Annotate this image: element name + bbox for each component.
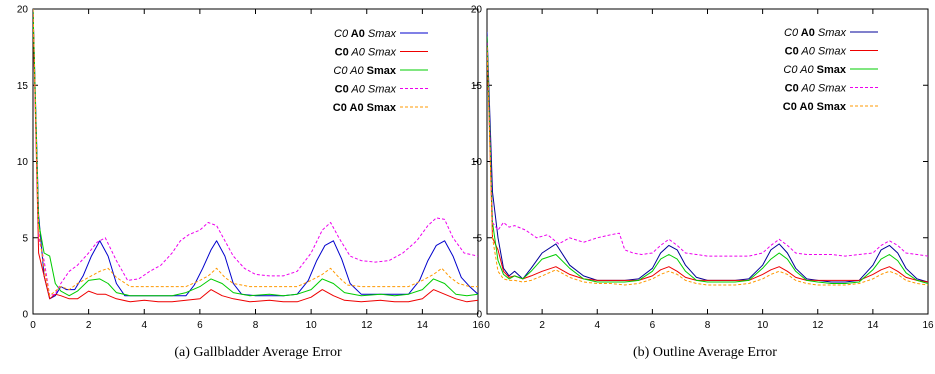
x-tick-label: 16 [922,320,934,331]
series-line-4 [487,47,928,286]
x-tick-label: 8 [253,320,259,331]
x-tick-label: 6 [197,320,203,331]
x-tick-label: 6 [650,320,656,331]
x-tick-label: 2 [86,320,92,331]
legend-label-2: C0 A0 Smax [333,65,397,77]
x-tick-label: 0 [484,320,490,331]
series-line-1 [33,9,478,303]
series-line-2 [487,36,928,284]
series-line-0 [33,9,478,300]
y-tick-label: 5 [476,233,482,244]
y-tick-label: 10 [17,157,29,168]
legend-label-3: C0 A0 Smax [335,84,397,96]
x-tick-label: 0 [30,320,36,331]
legend-label-4: C0 A0 Smax [783,101,847,113]
caption-left: (a) Gallbladder Average Error [174,345,342,360]
caption-right: (b) Outline Average Error [633,345,777,360]
x-tick-label: 10 [306,320,318,331]
series-line-2 [33,9,478,297]
x-tick-label: 4 [141,320,147,331]
x-tick-label: 14 [867,320,879,331]
series-line-4 [33,9,478,297]
x-tick-label: 12 [812,320,824,331]
y-tick-label: 0 [22,310,28,321]
legend-label-1: C0 A0 Smax [785,46,847,58]
y-tick-label: 5 [22,233,28,244]
x-tick-label: 4 [594,320,600,331]
y-tick-label: 0 [476,310,482,321]
legend-label-2: C0 A0 Smax [783,64,847,76]
x-tick-label: 12 [361,320,373,331]
y-tick-label: 20 [471,5,483,16]
x-tick-label: 8 [705,320,711,331]
legend-label-0: C0 A0 Smax [784,27,846,39]
legend-label-4: C0 A0 Smax [333,102,397,114]
y-tick-label: 15 [17,81,29,92]
x-tick-label: 2 [539,320,545,331]
y-tick-label: 15 [471,81,483,92]
series-line-3 [487,42,928,257]
plot-frame [32,8,479,315]
y-tick-label: 20 [17,5,29,16]
plot-frame [486,8,929,315]
series-line-3 [33,9,478,297]
x-tick-label: 10 [757,320,769,331]
legend-label-0: C0 A0 Smax [334,28,396,40]
y-tick-label: 10 [471,157,483,168]
legend-label-3: C0 A0 Smax [785,83,847,95]
x-tick-label: 14 [417,320,429,331]
legend-label-1: C0 A0 Smax [335,47,397,59]
x-tick-label: 16 [472,320,484,331]
